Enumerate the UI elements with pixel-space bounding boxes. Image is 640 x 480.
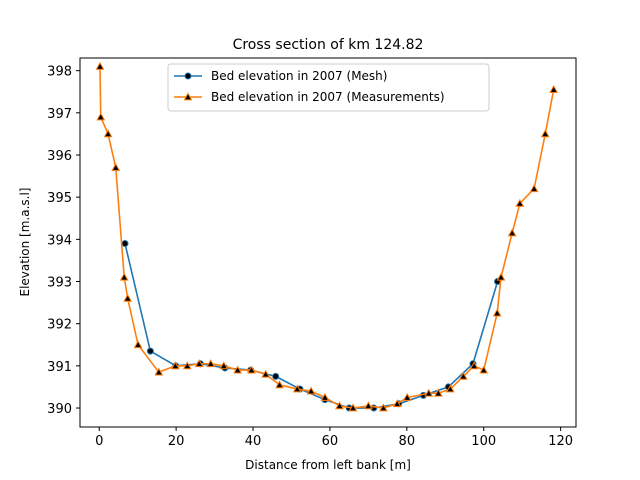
y-tick-label: 391	[47, 360, 72, 375]
y-tick-label: 397	[47, 107, 72, 122]
series-2-point	[306, 386, 316, 395]
series-2-point	[292, 384, 302, 393]
legend-swatch-marker	[184, 72, 192, 80]
y-tick-label: 393	[47, 276, 72, 291]
y-tick-label: 396	[47, 149, 72, 164]
series-2-point	[549, 84, 559, 94]
y-axis-ticks: 390 391 392 393 394 395 396 397 398	[47, 65, 80, 417]
x-tick-label: 60	[322, 434, 339, 449]
series-2-point	[529, 184, 539, 193]
y-axis-label: Elevation [m.a.s.l]	[18, 188, 32, 297]
series-2-point	[247, 365, 256, 374]
x-axis-ticks: 0 20 40 60 80 100 120	[95, 427, 573, 449]
x-tick-label: 0	[95, 434, 103, 449]
series-2-point	[363, 401, 373, 410]
series-2-point	[133, 340, 143, 349]
series-2-point	[123, 293, 133, 302]
plot-frame	[79, 57, 577, 428]
series-1-point	[146, 347, 154, 355]
y-tick-label: 398	[47, 65, 72, 80]
series-2-point	[445, 384, 455, 393]
series-1-point	[272, 372, 280, 380]
x-tick-label: 120	[548, 434, 573, 449]
series-2-point	[335, 401, 344, 410]
series-1-point	[121, 240, 129, 248]
legend-entry-label: Bed elevation in 2007 (Measurements)	[211, 90, 445, 104]
series-2-point	[170, 361, 180, 370]
x-tick-label: 40	[245, 434, 262, 449]
series-2-point	[95, 61, 105, 70]
series-2-point	[194, 359, 204, 368]
series-2-point	[261, 369, 271, 378]
legend-box	[167, 63, 490, 112]
series-2	[95, 61, 559, 412]
x-axis-label: Distance from left bank [m]	[245, 458, 411, 472]
x-tick-label: 80	[399, 434, 416, 449]
series-2-point	[469, 361, 479, 370]
series-2-point	[458, 371, 468, 380]
y-tick-label: 392	[47, 318, 72, 333]
legend: Bed elevation in 2007 (Mesh) Bed elevatio…	[167, 63, 490, 112]
x-tick-label: 100	[471, 434, 496, 449]
series-2-point	[111, 163, 121, 172]
y-tick-label: 394	[47, 233, 72, 248]
series-2-point	[378, 403, 388, 412]
series-2-point	[507, 228, 517, 237]
series-2-point	[320, 392, 330, 401]
legend-swatch-marker	[183, 92, 193, 101]
series-2-point	[492, 308, 502, 317]
series-2-point	[154, 367, 164, 376]
series-2-point	[348, 403, 358, 412]
series-layer	[95, 61, 559, 412]
series-2-point	[219, 361, 229, 370]
series-2-point	[540, 129, 550, 138]
series-2-point	[392, 399, 402, 408]
series-2-point	[433, 388, 443, 397]
series-2-point	[424, 388, 434, 397]
x-tick-label: 20	[168, 434, 185, 449]
y-tick-label: 390	[47, 402, 72, 417]
series-2-point	[402, 392, 412, 401]
series-2-point	[233, 365, 243, 374]
series-2-point	[182, 361, 192, 370]
series-2-point	[275, 380, 285, 389]
plot-area	[80, 58, 576, 427]
series-2-point	[496, 272, 506, 281]
series-2-point	[515, 198, 525, 207]
series-2-point	[206, 359, 216, 368]
legend-entry-label: Bed elevation in 2007 (Mesh)	[211, 69, 387, 83]
series-2-point	[103, 129, 113, 138]
y-tick-label: 395	[47, 191, 72, 206]
chart-title: Cross section of km 124.82	[233, 37, 424, 53]
series-2-point	[479, 365, 489, 374]
series-2-point	[119, 272, 129, 281]
series-2-point	[96, 112, 106, 121]
